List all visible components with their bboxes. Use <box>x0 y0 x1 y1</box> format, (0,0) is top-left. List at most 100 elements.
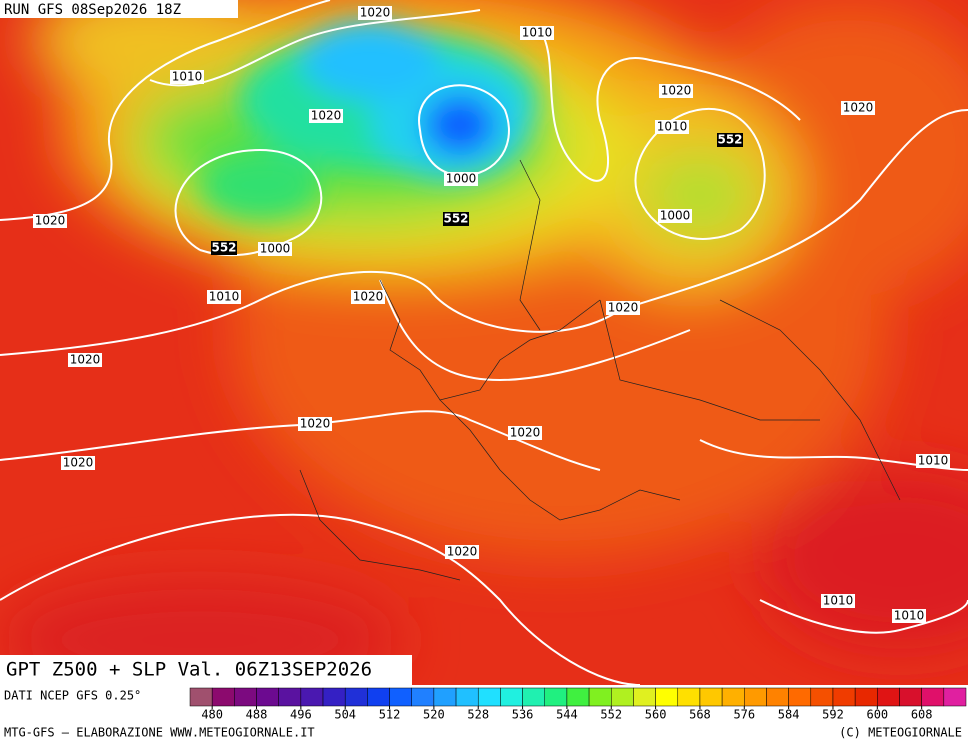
isobar-label: 1010 <box>918 454 949 468</box>
isobar-label-box <box>655 120 689 134</box>
isobar-label: 1020 <box>63 456 94 470</box>
colorbar-swatch <box>588 687 612 707</box>
colorbar-swatch <box>522 687 545 707</box>
isobar-label: 1020 <box>360 6 391 20</box>
isobar-label-box <box>658 209 692 223</box>
isobar-label: 1020 <box>661 84 692 98</box>
contour-labels: 1020 1010 1010 1020 1010 1020 1020 1000 1000 1020… <box>33 6 950 623</box>
isobar-label: 1020 <box>447 545 478 559</box>
isobar-label-box <box>207 290 241 304</box>
isobar-label: 1020 <box>311 109 342 123</box>
colorbar-tick-label: 496 <box>290 708 312 722</box>
z500-label: 552 <box>211 241 236 255</box>
colorbar-swatch <box>367 687 390 707</box>
colorbar-swatch <box>810 687 834 707</box>
colorbar: 480 488 496 504 512 520 528 536 544 552 560 568 576 5… <box>189 687 967 722</box>
colorbar-swatch <box>744 687 767 707</box>
map-title: GPT Z500 + SLP Val. 06Z13SEP2026 <box>6 659 372 681</box>
map-field: 1020 1010 1010 1020 1010 1020 1020 1000 1000 1020… <box>0 0 968 685</box>
z500-label-box <box>717 133 743 147</box>
colorbar-swatch <box>411 687 435 707</box>
colorbar-swatch <box>921 687 945 707</box>
colorbar-swatch <box>677 687 701 707</box>
isobar-label-box <box>508 426 542 440</box>
colorbar-swatch <box>256 687 279 707</box>
run-box <box>0 0 238 18</box>
colorbar-tick-label: 560 <box>645 708 667 722</box>
colorbar-tick-label: 520 <box>423 708 445 722</box>
isobar-label: 1020 <box>843 101 874 115</box>
isobar-label-box <box>606 301 640 315</box>
colorbar-swatch <box>322 687 346 707</box>
colorbar-swatch <box>766 687 789 707</box>
isobar-label: 1020 <box>510 426 541 440</box>
data-source: DATI NCEP GFS 0.25° <box>4 689 141 703</box>
colorbar-swatch <box>699 687 723 707</box>
colorbar-tick-label: 528 <box>467 708 489 722</box>
isobar-label: 1000 <box>660 209 691 223</box>
isobar-label: 1020 <box>353 290 384 304</box>
colorbar-swatch <box>211 687 235 707</box>
colorbar-tick-label: 592 <box>822 708 844 722</box>
isobar-label-box <box>841 101 875 115</box>
colorbar-swatch <box>234 687 257 707</box>
colorbar-swatch <box>278 687 302 707</box>
colorbar-swatch <box>455 687 479 707</box>
isobar-label-box <box>821 594 855 608</box>
colorbar-tick-label: 488 <box>246 708 268 722</box>
isobar-label-box <box>170 70 204 84</box>
isobar-label-box <box>309 109 343 123</box>
isobar-label-box <box>358 6 392 20</box>
isobar-label: 1010 <box>657 120 688 134</box>
isobar-label: 1010 <box>209 290 240 304</box>
isobar-label-box <box>298 417 332 431</box>
colorbar-swatch <box>943 687 967 707</box>
z500-label-box <box>443 212 469 226</box>
colorbar-swatch <box>854 687 878 707</box>
colorbar-tick-label: 600 <box>866 708 888 722</box>
isobar-label-box <box>68 353 102 367</box>
colorbar-swatch <box>721 687 745 707</box>
colorbar-tick-label: 544 <box>556 708 578 722</box>
title-box <box>0 655 412 685</box>
z500-label-box <box>211 241 237 255</box>
colorbar-tick-label: 512 <box>379 708 401 722</box>
isobar-label-box <box>61 456 95 470</box>
colorbar-swatch <box>832 687 856 707</box>
colorbar-swatch <box>433 687 457 707</box>
isobar-label-box <box>33 214 67 228</box>
isobar-label-box <box>258 242 292 256</box>
colorbar-swatch <box>788 687 812 707</box>
colorbar-swatch <box>389 687 412 707</box>
run-label: RUN GFS 08Sep2026 18Z <box>4 2 181 18</box>
colorbar-swatch <box>877 687 900 707</box>
colorbar-swatch <box>500 687 523 707</box>
colorbar-tick-label: 536 <box>512 708 534 722</box>
isobar-label-box <box>916 454 950 468</box>
isobar-label: 1020 <box>35 214 66 228</box>
isobar-label-box <box>892 609 926 623</box>
z500-label: 552 <box>443 212 468 226</box>
colorbar-swatch <box>633 687 656 707</box>
isobar-label-box <box>444 172 478 186</box>
z500-label: 552 <box>717 133 742 147</box>
colorbar-tick-label: 552 <box>600 708 622 722</box>
isobar-label: 1020 <box>300 417 331 431</box>
colorbar-tick-label: 504 <box>334 708 356 722</box>
isobar-label-box <box>351 290 385 304</box>
colorbar-tick-label: 584 <box>778 708 800 722</box>
isobar-label: 1000 <box>260 242 291 256</box>
colorbar-tick-label: 608 <box>911 708 933 722</box>
colorbar-swatch <box>566 687 590 707</box>
isobar-label: 1000 <box>446 172 477 186</box>
isobar-label: 1010 <box>522 26 553 40</box>
colorbar-tick-label: 480 <box>201 708 223 722</box>
colorbar-tick-label: 576 <box>733 708 755 722</box>
isobar-label: 1010 <box>894 609 925 623</box>
colorbar-swatch <box>477 687 501 707</box>
colorbar-swatch <box>655 687 679 707</box>
colorbar-swatch <box>344 687 368 707</box>
colorbar-swatch <box>544 687 568 707</box>
colorbar-swatch <box>611 687 634 707</box>
